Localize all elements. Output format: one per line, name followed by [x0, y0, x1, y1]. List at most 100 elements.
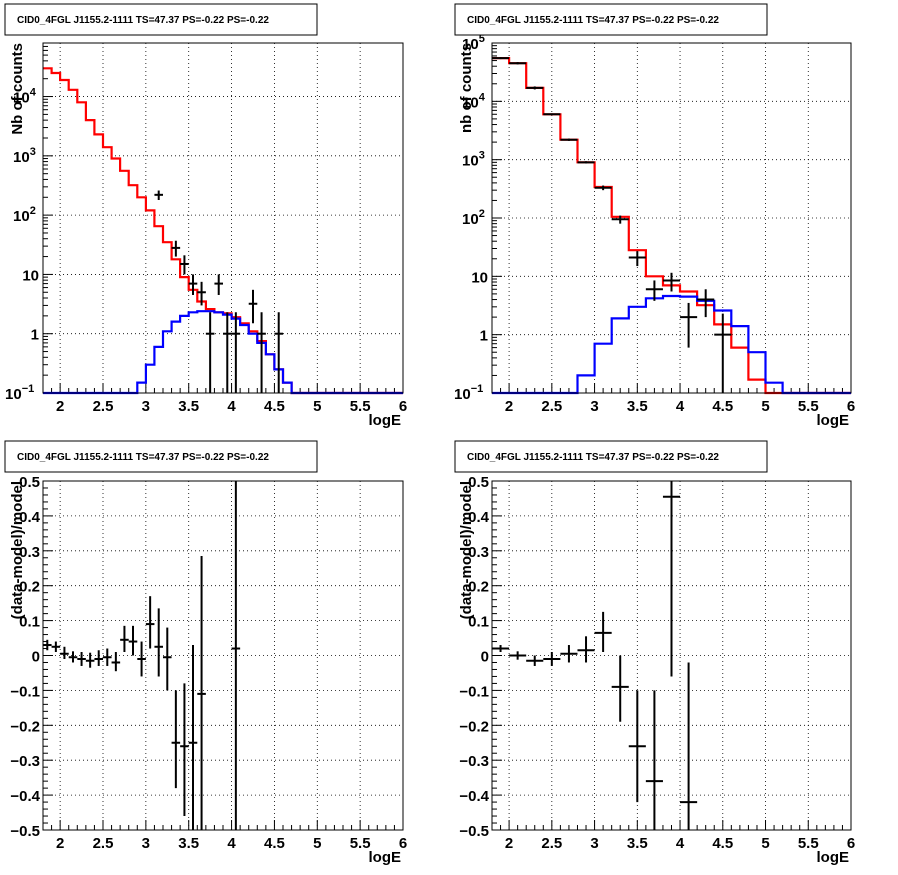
y-tick-label: 103: [13, 146, 36, 166]
data-point: [231, 312, 241, 393]
x-tick-label: 6: [847, 835, 855, 852]
chart-title: CID0_4FGL J1155.2-1111 TS=47.37 PS=-0.22…: [17, 15, 269, 26]
data-point: [85, 652, 95, 668]
data-point: [180, 683, 189, 817]
data-point: [611, 215, 629, 224]
data-point: [188, 645, 198, 830]
x-tick-label: 5: [313, 835, 321, 852]
x-tick-label: 5.5: [350, 835, 371, 852]
x-tick-label: 6: [847, 398, 855, 415]
chart-panel-counts-fine: CID0_4FGL J1155.2-1111 TS=47.37 PS=-0.22…: [4, 3, 407, 429]
y-tick-label: −0.1: [459, 683, 489, 700]
x-tick-label: 5.5: [798, 835, 819, 852]
title-box: [454, 3, 768, 36]
y-tick-label: 105: [462, 33, 485, 53]
y-tick-label: 10−1: [5, 383, 34, 403]
x-tick-label: 5: [313, 398, 321, 415]
data-point: [205, 312, 215, 393]
x-tick-label: 2: [56, 835, 64, 852]
data-point: [543, 652, 561, 666]
x-tick-label: 6: [399, 835, 407, 852]
y-axis-title: Nb of counts: [9, 43, 26, 135]
data-point: [560, 138, 578, 141]
x-tick-label: 5: [761, 835, 769, 852]
data-point: [577, 636, 595, 663]
x-tick-label: 5: [761, 398, 769, 415]
y-tick-label: 10−1: [454, 383, 483, 403]
x-tick-label: 2: [505, 835, 513, 852]
y-tick-label: 0.5: [468, 474, 489, 491]
data-point: [594, 611, 612, 653]
x-tick-label: 2.5: [93, 398, 114, 415]
x-tick-label: 3.5: [178, 835, 199, 852]
y-axis-title: (data-model)/model: [9, 481, 26, 619]
x-tick-label: 4.5: [264, 398, 285, 415]
y-axis-title: (data-model)/model: [458, 481, 475, 619]
y-tick-label: −0.5: [459, 823, 489, 840]
data-point: [560, 645, 578, 663]
data-point: [543, 113, 561, 116]
data-point: [492, 57, 510, 60]
title-box: [4, 440, 318, 473]
data-point: [154, 190, 163, 200]
chart-panel-counts-coarse: CID0_4FGL J1155.2-1111 TS=47.37 PS=-0.22…: [454, 3, 855, 429]
y-tick-label: 1: [31, 327, 39, 344]
data-point: [180, 255, 189, 275]
data-point: [60, 646, 69, 659]
data-point: [526, 86, 544, 90]
x-tick-label: 2.5: [541, 398, 562, 415]
chart-panel-residuals-coarse: CID0_4FGL J1155.2-1111 TS=47.37 PS=-0.22…: [454, 440, 855, 866]
x-tick-label: 3: [142, 835, 150, 852]
chart-title: CID0_4FGL J1155.2-1111 TS=47.37 PS=-0.22…: [467, 15, 719, 26]
x-tick-label: 4: [676, 398, 685, 415]
data-point: [171, 240, 181, 257]
data-point: [154, 608, 163, 677]
data-point: [68, 651, 78, 663]
x-tick-label: 5.5: [798, 398, 819, 415]
data-point: [714, 313, 732, 393]
chart-panel-residuals-fine: CID0_4FGL J1155.2-1111 TS=47.37 PS=-0.22…: [4, 440, 407, 866]
x-tick-label: 4.5: [712, 835, 733, 852]
y-tick-label: 0.1: [19, 614, 40, 631]
series-total-model: [492, 57, 851, 395]
y-tick-label: 104: [13, 87, 37, 107]
data-point: [594, 185, 612, 191]
x-tick-label: 3.5: [627, 398, 648, 415]
data-point: [43, 639, 52, 651]
x-tick-label: 3: [142, 398, 150, 415]
y-tick-label: 0: [32, 649, 40, 666]
data-point: [214, 274, 223, 295]
x-tick-label: 5.5: [350, 398, 371, 415]
data-point: [680, 302, 698, 348]
data-point: [509, 651, 527, 660]
data-point: [697, 289, 715, 318]
x-tick-label: 4: [227, 398, 236, 415]
data-point: [509, 62, 527, 65]
x-tick-label: 3: [590, 398, 598, 415]
x-tick-label: 3: [590, 835, 598, 852]
plot-frame: [42, 42, 404, 394]
title-box: [4, 3, 318, 36]
data-point: [492, 645, 510, 653]
x-axis-title: logE: [817, 412, 850, 429]
data-point: [171, 690, 181, 789]
data-point: [662, 272, 681, 292]
x-tick-label: 2.5: [541, 835, 562, 852]
data-point: [77, 652, 86, 666]
x-tick-label: 4.5: [264, 835, 285, 852]
x-tick-label: 6: [399, 398, 407, 415]
x-tick-label: 2: [56, 398, 64, 415]
y-tick-label: −0.3: [459, 753, 489, 770]
y-tick-label: −0.3: [10, 753, 40, 770]
y-tick-label: 10: [22, 267, 39, 284]
x-axis-title: logE: [817, 849, 850, 866]
y-tick-label: −0.2: [10, 718, 40, 735]
data-point: [662, 481, 681, 677]
data-point: [128, 625, 138, 656]
plot-frame: [491, 480, 852, 831]
data-point: [111, 652, 121, 672]
y-tick-label: −0.5: [10, 823, 40, 840]
y-tick-label: 0.4: [468, 509, 490, 526]
data-point: [94, 650, 103, 666]
